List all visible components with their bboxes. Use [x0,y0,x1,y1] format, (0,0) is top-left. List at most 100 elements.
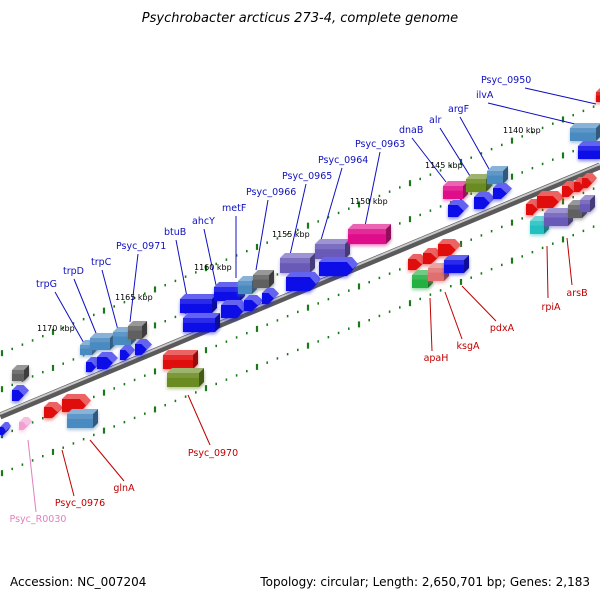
gene-label[interactable]: Psyc_0964 [318,155,368,166]
gene-label[interactable]: metF [222,203,246,214]
gene-feature[interactable] [438,239,461,256]
gene-feature[interactable] [286,272,321,291]
label-leader-line [61,449,75,497]
gene-feature[interactable] [163,350,198,369]
gene-feature[interactable] [319,257,358,276]
gene-feature[interactable] [423,248,442,264]
label-leader-line [255,199,269,271]
gene-label[interactable]: Psyc_0963 [355,139,405,150]
gene-feature[interactable] [537,191,564,208]
gene-feature[interactable] [19,417,32,430]
gene-label[interactable]: Psyc_0976 [55,498,105,509]
gene-feature[interactable] [244,295,263,311]
gene-feature[interactable] [90,333,115,350]
gene-feature[interactable] [120,345,135,360]
label-leader-line [429,297,433,352]
gene-label[interactable]: trpG [36,279,57,290]
gene-feature[interactable] [578,141,600,159]
label-leader-line [27,439,37,513]
gene-label[interactable]: pdxA [490,323,515,334]
accession-label: Accession: NC_007204 [10,575,146,589]
gene-feature[interactable] [67,409,98,428]
gene-label[interactable]: argF [448,104,469,115]
gene-feature[interactable] [253,270,274,288]
gene-label[interactable]: Psyc_0965 [282,171,332,182]
gene-label[interactable]: arsB [566,288,587,299]
gene-feature[interactable] [0,422,11,435]
gene-feature[interactable] [444,255,469,273]
label-leader-line [439,127,471,177]
label-leader-line [524,87,597,105]
gene-label[interactable]: trpC [91,257,112,268]
label-leader-line [566,237,573,286]
gene-label[interactable]: Psyc_0950 [481,75,531,86]
gene-feature[interactable] [408,254,427,270]
gene-label-lines [27,87,597,513]
gene-label[interactable]: rpiA [541,302,561,313]
label-leader-line [546,245,549,299]
label-leader-line [459,116,490,170]
gene-feature[interactable] [443,181,468,199]
label-leader-line [187,394,211,446]
gene-feature[interactable] [280,253,315,273]
gene-feature[interactable] [97,352,118,369]
label-leader-line [320,167,343,241]
gene-feature[interactable] [180,294,217,313]
gene-label[interactable]: dnaB [399,125,423,136]
gene-feature[interactable] [135,339,152,355]
gene-feature[interactable] [262,288,279,304]
gene-label[interactable]: ilvA [476,90,494,101]
gene-feature[interactable] [474,192,495,209]
gene-feature[interactable] [183,313,220,332]
label-leader-line [203,228,217,286]
gene-label[interactable]: Psyc_0971 [116,241,166,252]
gene-label[interactable]: alr [429,115,441,126]
scale-label: 1155 kbp [272,230,310,239]
map-title: Psychrobacter arcticus 273-4, complete g… [142,11,458,26]
scale-label: 1170 kbp [37,324,75,333]
label-leader-line [89,439,125,482]
gene-features [0,87,600,435]
gene-feature[interactable] [128,321,147,339]
gene-feature[interactable] [315,239,350,259]
genome-summary: Topology: circular; Length: 2,650,701 bp… [259,575,590,589]
gene-feature[interactable] [570,123,600,141]
scale-label: 1145 kbp [425,161,463,170]
gene-label[interactable]: ksgA [457,341,480,352]
gene-feature[interactable] [448,200,469,217]
gene-feature[interactable] [493,183,512,199]
gene-label[interactable]: trpD [63,266,84,277]
gene-feature[interactable] [44,402,63,418]
gene-feature[interactable] [596,87,600,102]
gene-label[interactable]: Psyc_R0030 [10,514,67,525]
gene-feature[interactable] [487,166,508,184]
scale-labels: 1170 kbp 1165 kbp 1160 kbp 1155 kbp 1150 kbp… [37,126,541,333]
gene-feature[interactable] [466,174,491,192]
gene-label[interactable]: Psyc_0970 [188,448,238,459]
label-leader-line [411,137,447,183]
label-leader-line [54,291,86,346]
gene-label[interactable]: apaH [424,353,449,364]
gene-label[interactable]: Psyc_0966 [246,187,296,198]
gene-feature[interactable] [582,173,597,188]
label-leader-line [364,151,381,227]
gene-label[interactable]: btuB [164,227,186,238]
gene-feature[interactable] [348,224,391,244]
scale-label: 1160 kbp [194,263,232,272]
gene-feature[interactable] [580,195,595,212]
scale-label: 1165 kbp [115,293,153,302]
label-leader-line [175,239,188,298]
scale-label: 1150 kbp [350,197,388,206]
gene-feature[interactable] [12,365,29,381]
gene-feature[interactable] [412,270,433,288]
gene-labels: trpGtrpDtrpCPsyc_0971btuBahcYmetFPsyc_09… [10,75,588,525]
label-leader-line [444,291,463,340]
gene-feature[interactable] [167,368,204,387]
label-leader-line [129,253,139,323]
gene-label[interactable]: ahcY [192,216,215,227]
gene-feature[interactable] [12,385,29,401]
gene-label[interactable]: glnA [113,483,135,494]
label-leader-line [101,269,119,331]
